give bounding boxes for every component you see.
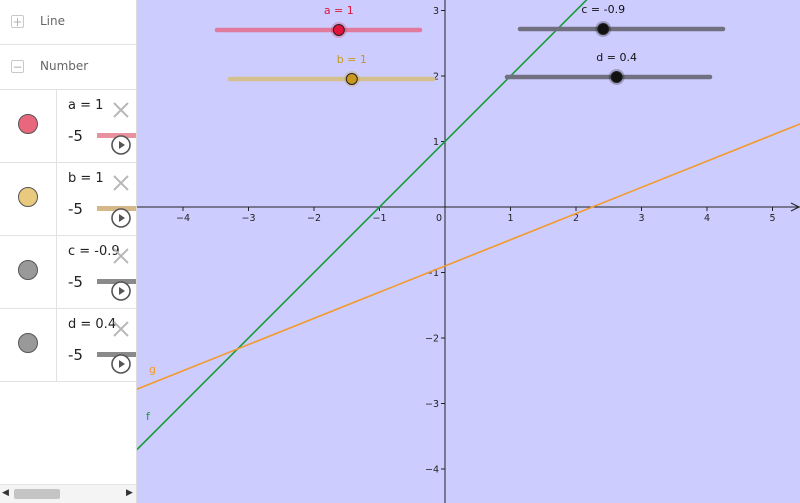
sliders: a = 1 b = 1 c = -0.9 d = 0.4 <box>214 3 726 87</box>
slider-point[interactable] <box>597 23 610 35</box>
visibility-toggle[interactable] <box>18 260 38 280</box>
group-number[interactable]: − Number <box>0 45 136 90</box>
slider-min-c: -5 <box>68 273 83 291</box>
group-label-line: Line <box>40 14 66 28</box>
x-tick-label: −1 <box>372 213 386 224</box>
y-tick-label: 3 <box>433 6 439 17</box>
visibility-toggle[interactable] <box>18 187 38 207</box>
play-icon[interactable] <box>110 280 132 302</box>
slider-point[interactable] <box>332 24 345 36</box>
collapse-icon[interactable]: − <box>11 60 24 74</box>
definition-c[interactable]: c = -0.9 <box>68 244 120 259</box>
slider-point[interactable] <box>345 73 358 85</box>
axes <box>137 0 800 503</box>
slider-a[interactable]: a = 1 <box>214 4 423 38</box>
visibility-cell <box>0 236 57 308</box>
line-label-f: f <box>146 410 151 423</box>
x-tick-label: 1 <box>507 213 513 224</box>
slider-point[interactable] <box>610 71 623 83</box>
scroll-right-icon[interactable]: ▶ <box>126 488 133 498</box>
slider-d[interactable]: d = 0.4 <box>504 51 713 85</box>
definition-a[interactable]: a = 1 <box>68 98 104 113</box>
x-axis-arrow-icon <box>790 202 800 212</box>
x-tick-label: 5 <box>769 213 775 224</box>
mini-slider-track-d[interactable] <box>97 352 136 357</box>
y-tick-label: 2 <box>433 72 439 83</box>
y-tick-label: −1 <box>425 268 439 279</box>
definition-b[interactable]: b = 1 <box>68 171 104 186</box>
algebra-item-b[interactable]: b = 1 -5 <box>0 163 136 236</box>
mini-slider-track-b[interactable] <box>97 206 136 211</box>
line-label-g: g <box>149 363 156 376</box>
scrollbar-thumb[interactable] <box>14 489 60 499</box>
expand-icon[interactable]: + <box>11 15 24 29</box>
axis-ticks: −4 −3 −2 −1 0 1 2 3 4 5 −4 −3 −2 −1 1 2 3 <box>176 6 776 476</box>
lines: fg <box>137 0 800 451</box>
algebra-view: + Line − Number a = 1 -5 b = 1 -5 c = -0… <box>0 0 137 503</box>
visibility-cell <box>0 309 57 381</box>
y-tick-label: −4 <box>425 465 439 476</box>
y-tick-label: −2 <box>425 334 439 345</box>
x-tick-label: 2 <box>573 213 579 224</box>
play-icon[interactable] <box>110 353 132 375</box>
slider-min-b: -5 <box>68 200 83 218</box>
x-tick-label: −2 <box>307 213 321 224</box>
delete-icon[interactable] <box>112 247 130 265</box>
visibility-toggle[interactable] <box>18 114 38 134</box>
group-label-number: Number <box>40 59 89 73</box>
visibility-cell <box>0 90 57 162</box>
x-tick-label: 0 <box>436 213 442 224</box>
x-tick-label: −4 <box>176 213 190 224</box>
scroll-left-icon[interactable]: ◀ <box>2 488 9 498</box>
x-tick-label: −3 <box>241 213 255 224</box>
slider-label: c = -0.9 <box>581 3 625 16</box>
x-tick-label: 4 <box>704 213 710 224</box>
x-tick-label: 3 <box>638 213 644 224</box>
group-line[interactable]: + Line <box>0 0 136 45</box>
mini-slider-track-c[interactable] <box>97 279 136 284</box>
play-icon[interactable] <box>110 207 132 229</box>
slider-min-a: -5 <box>68 127 83 145</box>
mini-slider-track-a[interactable] <box>97 133 136 138</box>
line-g[interactable] <box>137 123 800 390</box>
definition-d[interactable]: d = 0.4 <box>68 317 117 332</box>
line-f[interactable] <box>137 0 800 451</box>
graphics-background[interactable] <box>137 0 800 503</box>
play-icon[interactable] <box>110 134 132 156</box>
slider-b[interactable]: b = 1 <box>227 53 436 87</box>
algebra-item-d[interactable]: d = 0.4 -5 <box>0 309 136 382</box>
visibility-cell <box>0 163 57 235</box>
y-tick-label: −3 <box>425 399 439 410</box>
slider-label: b = 1 <box>337 53 367 66</box>
slider-c[interactable]: c = -0.9 <box>517 3 726 37</box>
algebra-item-c[interactable]: c = -0.9 -5 <box>0 236 136 309</box>
delete-icon[interactable] <box>112 320 130 338</box>
y-tick-label: 1 <box>433 137 439 148</box>
slider-label: a = 1 <box>324 4 354 17</box>
horizontal-scrollbar[interactable]: ◀ ▶ <box>0 484 136 503</box>
algebra-item-a[interactable]: a = 1 -5 <box>0 90 136 163</box>
slider-label: d = 0.4 <box>596 51 637 64</box>
slider-min-d: -5 <box>68 346 83 364</box>
delete-icon[interactable] <box>112 174 130 192</box>
visibility-toggle[interactable] <box>18 333 38 353</box>
delete-icon[interactable] <box>112 101 130 119</box>
